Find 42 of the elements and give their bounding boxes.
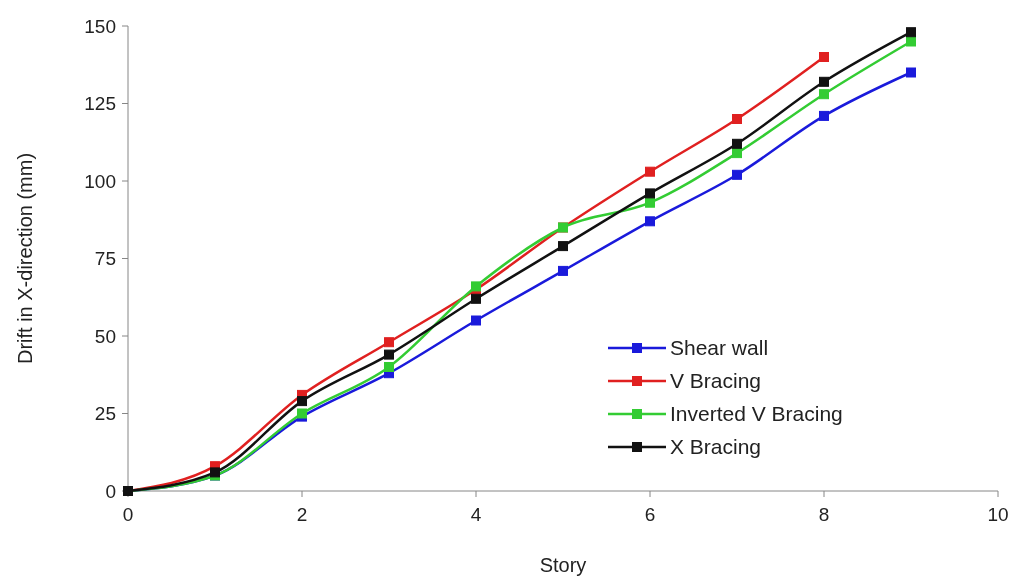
point [819,52,829,62]
point [906,67,916,78]
y-tick-label: 125 [84,93,116,115]
legend-label: X Bracing [670,435,762,459]
point [645,166,655,177]
point [819,76,829,87]
y-axis-title: Drift in X-direction (mm) [14,152,36,365]
point [819,110,829,121]
point [645,188,655,199]
y-tick-label: 0 [105,480,116,502]
y-tick-label: 25 [94,403,116,425]
point [906,27,916,38]
point [297,396,307,407]
point [471,315,481,326]
x-tick-label: 8 [818,504,830,525]
point [906,36,916,47]
y-tick-label: 50 [94,325,116,347]
point [732,148,742,159]
point [471,293,481,304]
x-tick-label: 4 [470,504,482,525]
legend-label: V Bracing [670,369,762,393]
x-tick-label: 6 [644,504,656,525]
x-tick-label: 10 [987,504,1009,525]
y-tick-label: 150 [84,15,116,37]
point [819,89,829,100]
point [732,138,742,149]
point [558,241,568,252]
legend-label: Inverted V Bracing [670,402,843,426]
point [558,265,568,276]
point [732,169,742,180]
point [384,337,394,348]
y-tick-label: 100 [84,170,116,192]
point [732,114,742,124]
x-tick-label: 2 [296,504,308,525]
point [645,197,655,208]
legend-label: Shear wall [670,336,769,360]
x-tick-label: 0 [122,504,134,525]
point [645,216,655,227]
x-axis-title: Story [539,554,587,576]
point [384,362,394,372]
point [384,349,394,360]
y-tick-label: 75 [94,248,116,270]
